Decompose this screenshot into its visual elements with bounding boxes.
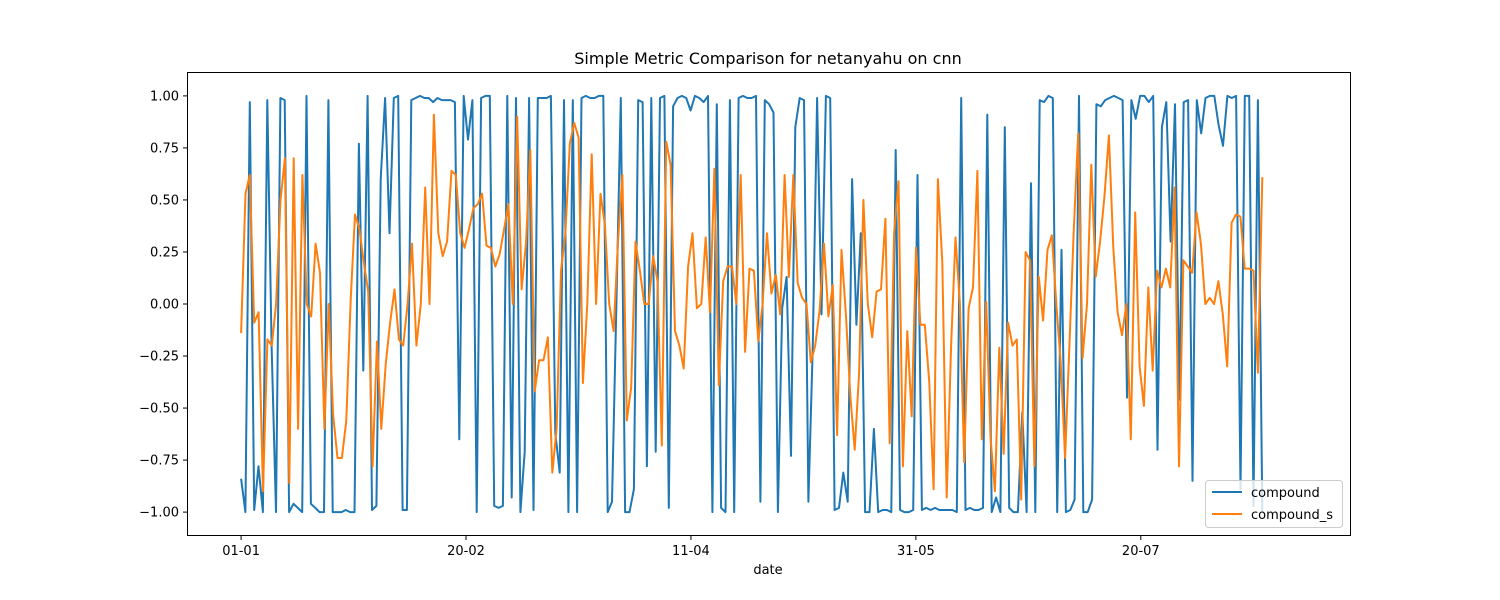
x-tick-label: 20-02: [447, 544, 485, 559]
y-tick-label: −0.25: [139, 350, 179, 365]
legend: compound compound_s: [1205, 480, 1343, 528]
x-tick-label: 01-01: [222, 544, 260, 559]
legend-label-compound: compound: [1251, 486, 1320, 501]
x-tick-label: 11-04: [672, 544, 710, 559]
y-tick-label: −0.50: [139, 402, 179, 417]
y-tick-label: −0.75: [139, 454, 179, 469]
chart-title: Simple Metric Comparison for netanyahu o…: [574, 49, 961, 68]
y-tick-label: 1.00: [150, 89, 179, 104]
legend-label-compound-s: compound_s: [1251, 508, 1333, 523]
series-line-compound-s: [240, 113, 1264, 501]
x-tick-label: 20-07: [1122, 544, 1160, 559]
x-tick-label: 31-05: [897, 544, 935, 559]
y-tick-label: 0.00: [150, 298, 179, 313]
y-tick-label: 0.50: [150, 193, 179, 208]
x-axis-label: date: [753, 563, 782, 578]
series-line-compound: [240, 94, 1264, 514]
series-layer: [240, 94, 1264, 514]
y-tick-label: 0.75: [150, 141, 179, 156]
y-tick-label: −1.00: [139, 506, 179, 521]
y-tick-label: 0.25: [150, 245, 179, 260]
y-axis: −1.00 −0.75 −0.50 −0.25 0.00 0.25 0.50 0.75 1.00: [139, 89, 188, 521]
x-axis: 01-01 20-02 11-04 31-05 20-07: [222, 535, 1160, 559]
